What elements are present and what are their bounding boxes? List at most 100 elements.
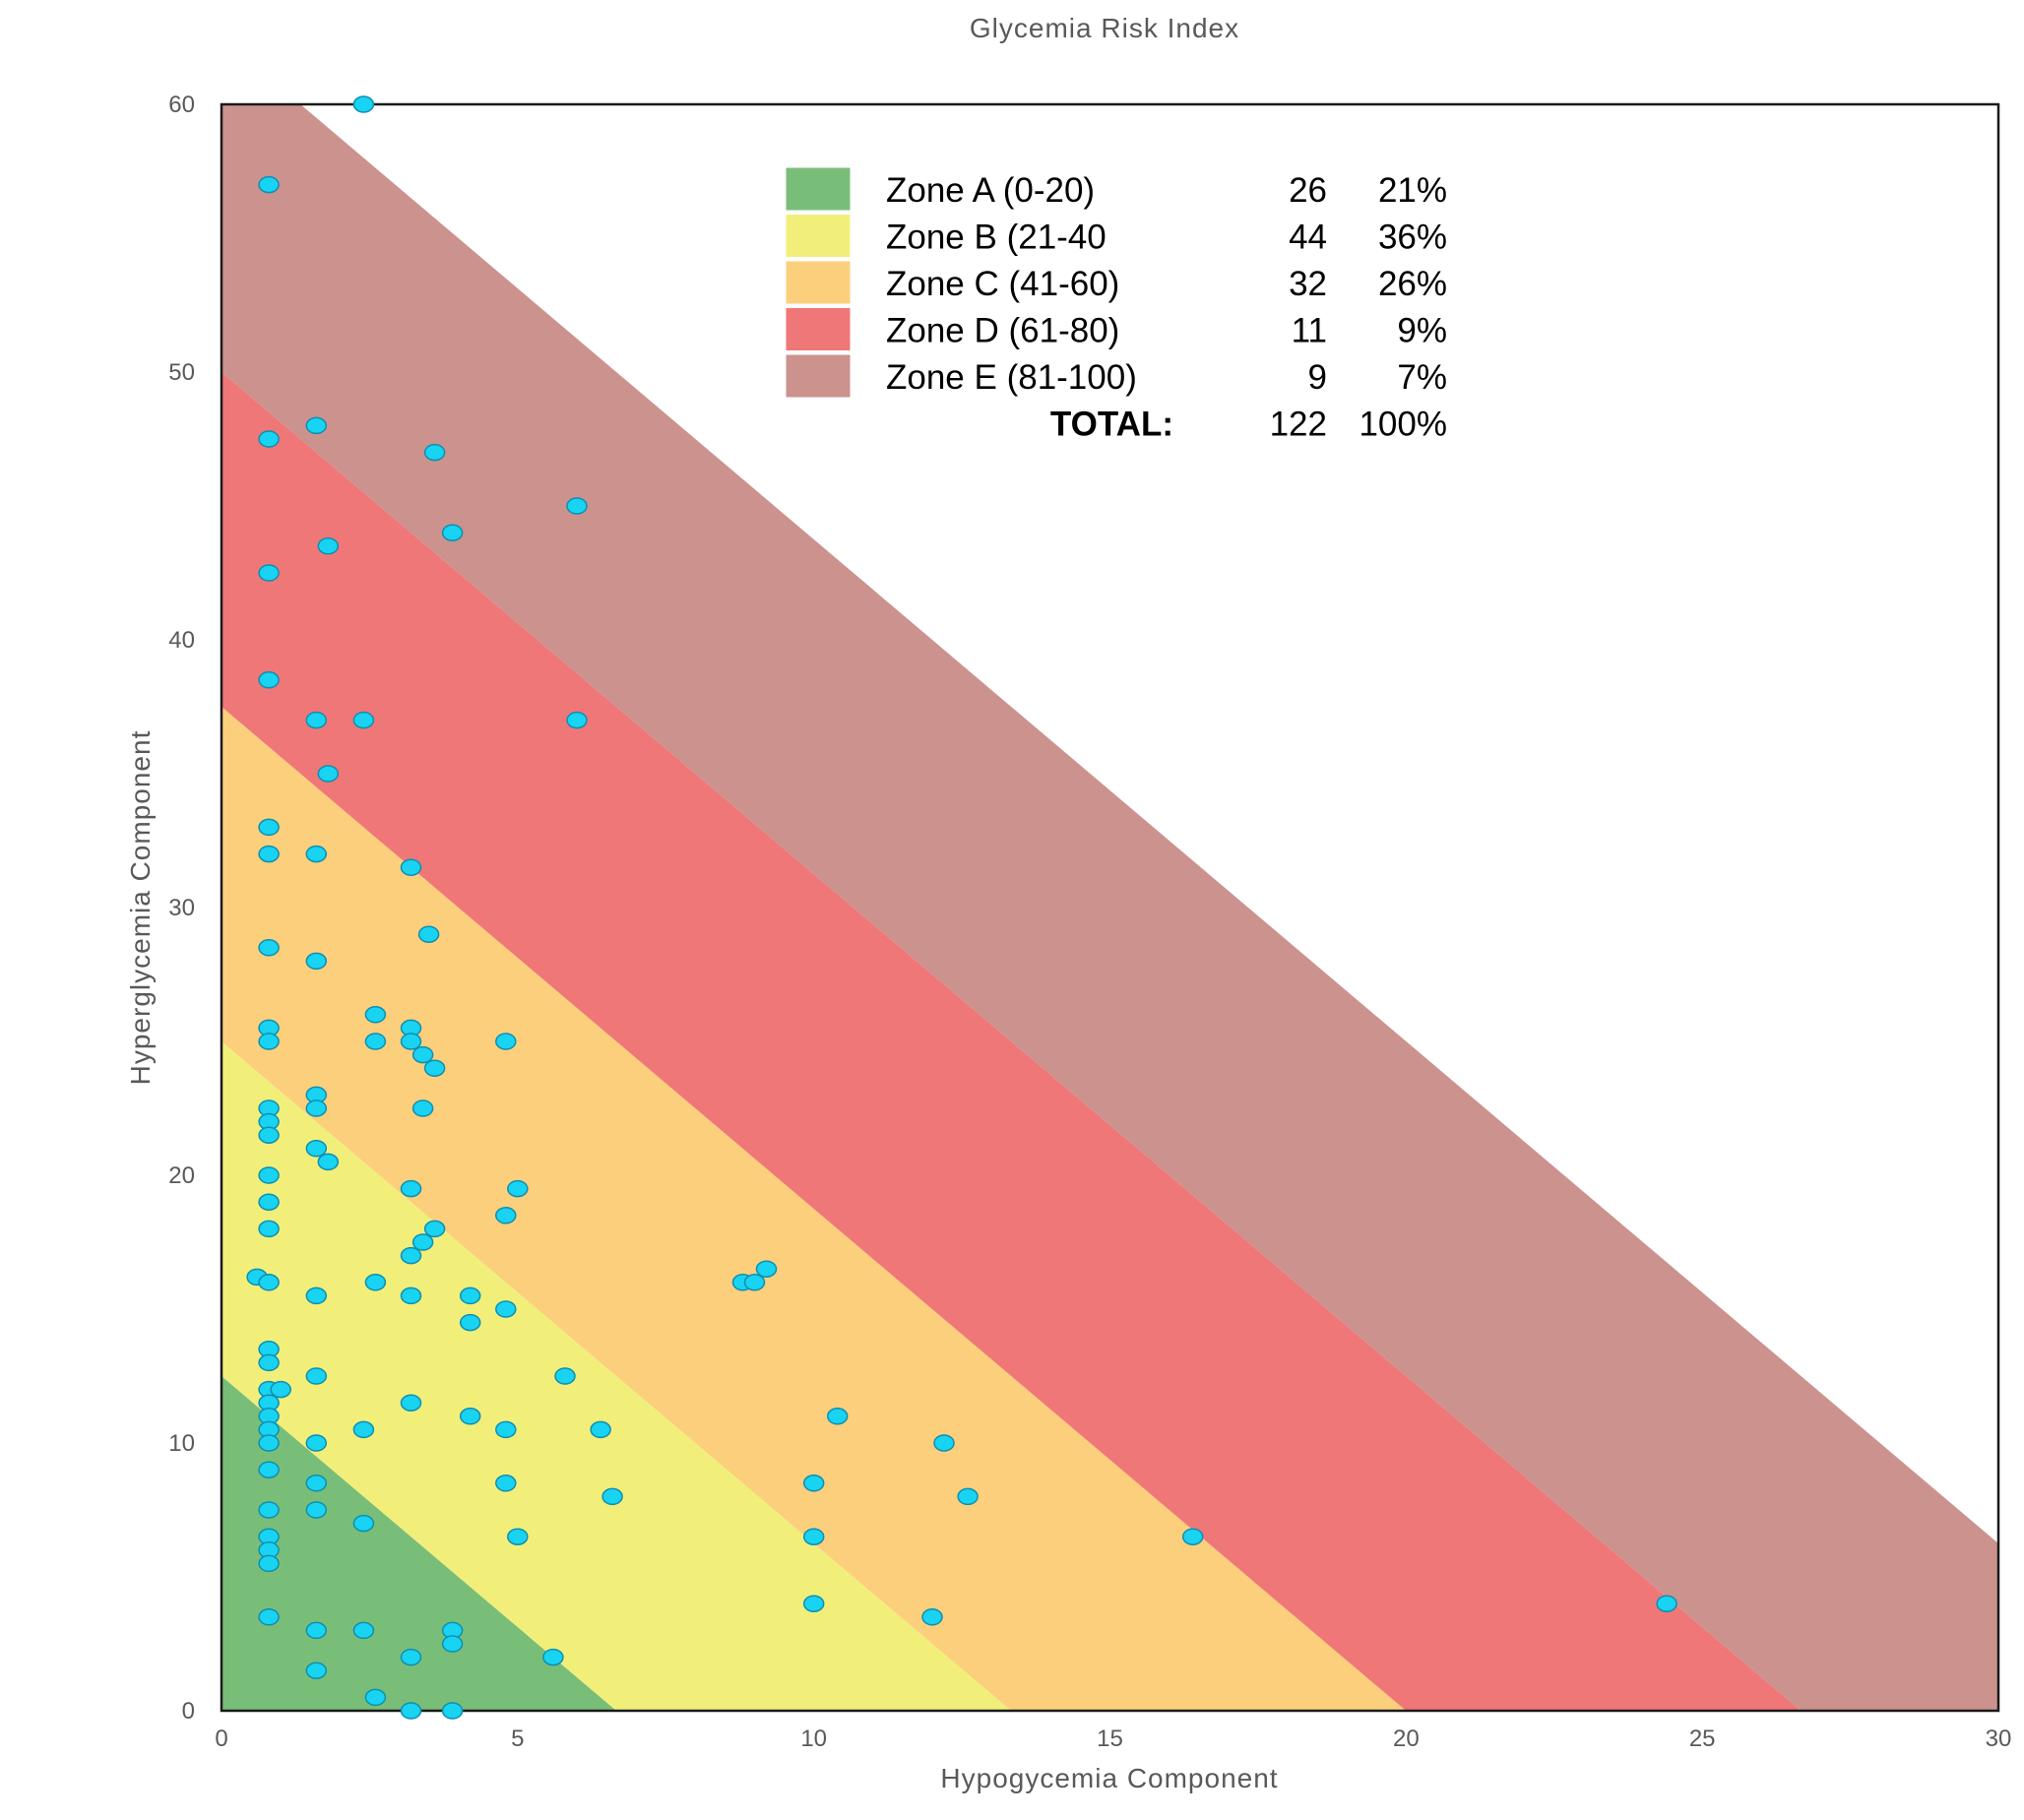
y-axis-label: Hyperglycemia Component	[125, 730, 156, 1086]
data-point	[423, 1059, 446, 1077]
data-point	[411, 1099, 434, 1117]
data-point	[400, 1246, 422, 1265]
data-point	[364, 1006, 387, 1024]
data-point	[417, 925, 440, 943]
legend-zone-percent: 36%	[1378, 219, 1447, 257]
data-point	[258, 1166, 280, 1184]
data-point	[495, 1207, 517, 1224]
legend-zone-percent: 9%	[1397, 312, 1447, 350]
data-point	[411, 1045, 434, 1064]
data-point	[352, 95, 375, 113]
legend-zone-label: Zone C (41-60)	[886, 265, 1119, 303]
data-point	[400, 858, 422, 876]
data-point	[364, 1274, 387, 1291]
legend-zone-count: 11	[1292, 312, 1327, 350]
zone-b-swatch	[785, 214, 852, 258]
data-point	[305, 1501, 328, 1519]
data-point	[495, 1300, 517, 1318]
data-point	[743, 1274, 766, 1291]
data-point	[258, 564, 280, 582]
data-point	[258, 1220, 280, 1238]
data-point	[305, 1621, 328, 1640]
data-point	[400, 1287, 422, 1305]
data-point	[305, 1475, 328, 1492]
y-tick-label: 50	[168, 359, 195, 386]
data-point	[411, 1233, 434, 1251]
zone-d-swatch	[785, 307, 852, 351]
legend-zone-percent: 21%	[1378, 171, 1447, 210]
x-tick-label: 15	[1097, 1726, 1123, 1752]
y-tick-label: 20	[168, 1162, 195, 1189]
data-point	[258, 818, 280, 837]
data-point	[258, 1554, 280, 1573]
zone-e-swatch	[785, 353, 852, 399]
y-tick-label: 10	[168, 1430, 195, 1457]
data-point	[423, 443, 446, 462]
x-tick-label: 25	[1689, 1726, 1716, 1752]
plot-frame	[220, 102, 2000, 1713]
data-point	[305, 845, 328, 863]
data-point	[802, 1475, 825, 1492]
legend-zone-count: 9	[1308, 358, 1327, 397]
data-point	[400, 1702, 422, 1720]
data-point	[258, 939, 280, 957]
data-point	[305, 1287, 328, 1305]
data-point	[258, 1501, 280, 1519]
x-tick-label: 5	[511, 1726, 524, 1752]
data-point	[554, 1367, 576, 1385]
data-point	[802, 1595, 825, 1612]
legend-zone-count: 26	[1289, 171, 1327, 210]
legend-zone-label: Zone D (61-80)	[886, 312, 1119, 350]
data-point	[495, 1475, 517, 1492]
data-point	[507, 1528, 529, 1545]
data-points	[246, 95, 1677, 1720]
x-tick-label: 0	[215, 1726, 227, 1752]
data-point	[400, 1033, 422, 1050]
legend: Zone A (0-20) 26 21% Zone B (21-40 44 36% Zone…	[785, 166, 1447, 444]
data-point	[459, 1313, 481, 1332]
data-point	[305, 711, 328, 729]
data-point	[258, 1353, 280, 1372]
data-point	[258, 1608, 280, 1626]
data-point	[352, 1621, 375, 1640]
data-point	[305, 1434, 328, 1452]
data-point	[566, 497, 588, 515]
data-point	[258, 671, 280, 689]
data-point	[258, 1434, 280, 1452]
data-point	[507, 1179, 529, 1198]
y-tick-label: 0	[182, 1698, 195, 1725]
data-point	[270, 1380, 291, 1399]
data-point	[755, 1260, 778, 1278]
data-point	[441, 1635, 464, 1653]
legend-zone-count: 44	[1289, 219, 1327, 257]
data-point	[258, 175, 280, 194]
data-point	[400, 1394, 422, 1412]
data-point	[423, 1220, 446, 1238]
x-tick-label: 10	[800, 1726, 827, 1752]
legend-zone-percent: 7%	[1397, 358, 1447, 397]
data-point	[1656, 1595, 1677, 1612]
data-point	[305, 1367, 328, 1385]
data-point	[352, 1420, 375, 1439]
data-point	[317, 765, 340, 783]
data-point	[802, 1528, 825, 1545]
y-tick-label: 30	[168, 895, 195, 921]
data-point	[542, 1648, 564, 1666]
x-axis-ticks: 0 5 10 15 20 25 30	[215, 1726, 2011, 1752]
data-point	[601, 1487, 623, 1506]
data-point	[459, 1408, 481, 1425]
data-point	[258, 845, 280, 863]
legend-zone-label: Zone B (21-40	[886, 219, 1107, 257]
x-tick-label: 30	[1986, 1726, 2012, 1752]
legend-zone-label: Zone E (81-100)	[886, 358, 1137, 397]
zone-e-band	[221, 104, 1998, 1711]
zone-c-swatch	[785, 260, 852, 305]
legend-zone-percent: 26%	[1378, 265, 1447, 303]
data-point	[258, 1461, 280, 1478]
data-point	[258, 430, 280, 448]
data-point	[826, 1408, 849, 1425]
data-point	[364, 1688, 387, 1707]
data-point	[305, 1099, 328, 1117]
data-point	[441, 524, 464, 541]
